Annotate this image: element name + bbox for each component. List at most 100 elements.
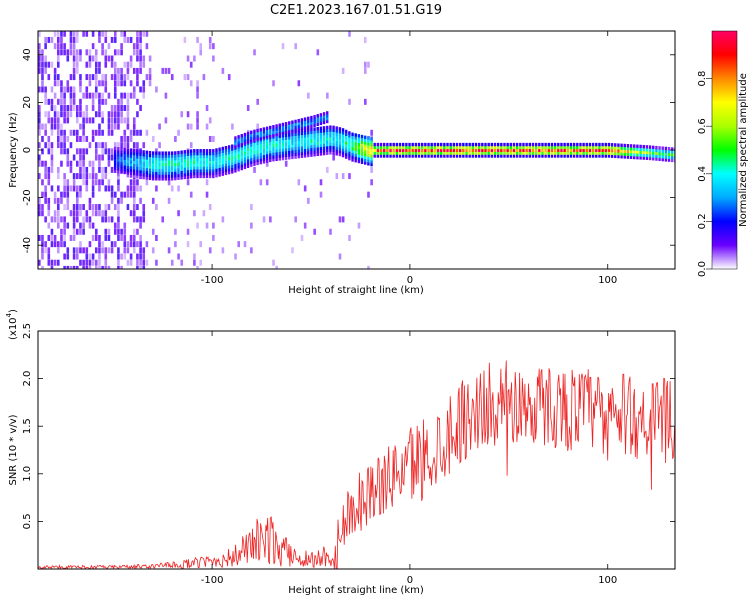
spectrogram-noise-cell — [82, 216, 85, 223]
spectrogram-noise-cell — [63, 216, 66, 223]
spectrogram-ridge-cell — [376, 148, 380, 152]
spectrogram-noise-cell — [60, 105, 63, 112]
spectrogram-ridge-cell — [563, 154, 566, 158]
spectrogram-ridge-cell — [664, 155, 668, 159]
spectrogram-noise-cell — [145, 74, 149, 81]
spectrogram-ridge-cell — [120, 158, 123, 163]
spectrogram-ridge-cell — [607, 145, 611, 150]
spectrogram-ridge-cell — [335, 152, 338, 156]
spectrogram-ridge-cell — [291, 141, 294, 145]
spectrogram-noise-cell — [120, 31, 123, 37]
spectrogram-ridge-cell — [218, 173, 221, 177]
spectrogram-ridge-cell — [534, 151, 538, 155]
spectrogram-ridge-cell — [269, 155, 272, 160]
spectrogram-ridge-cell — [262, 143, 266, 147]
spectrogram-ridge-cell — [395, 151, 399, 155]
spectrogram-ridge-cell — [281, 156, 285, 161]
spectrogram-ridge-cell — [202, 171, 205, 176]
spectrogram-ridge-cell — [170, 162, 174, 167]
spectrogram-ridge-cell — [300, 151, 304, 156]
spectrogram-ridge-cell — [193, 151, 196, 156]
spectrogram-noise-cell — [110, 191, 114, 198]
spectrogram-ridge-cell — [281, 151, 285, 155]
spectrogram-ridge-cell — [189, 172, 193, 176]
spectrogram-ridge-cell — [193, 166, 196, 170]
spectrogram-ridge-cell — [335, 146, 338, 150]
spectrogram-noise-cell — [98, 179, 101, 186]
spectrogram-noise-cell — [60, 148, 63, 155]
spectrogram-ridge-cell — [620, 143, 623, 148]
spectrogram-ridge-cell — [639, 156, 642, 160]
spectrogram-ridge-cell — [294, 135, 297, 139]
spectrogram-ridge-cell — [652, 157, 655, 161]
spectrogram-ridge-cell — [234, 169, 237, 173]
spectrogram-noise-cell — [364, 98, 367, 105]
spectrogram-ridge-cell — [452, 142, 456, 147]
spectrogram-noise-cell — [91, 74, 95, 81]
spectrogram-ridge-cell — [237, 150, 240, 155]
spectrogram-noise-cell — [319, 191, 323, 198]
spectrogram-ridge-cell — [174, 176, 177, 181]
spectrogram-ridge-cell — [326, 145, 329, 150]
spectrogram-noise-cell — [145, 43, 149, 50]
spectrogram-ridge-cell — [234, 149, 237, 153]
spectrogram-noise-cell — [72, 265, 76, 269]
spectrogram-noise-cell — [66, 49, 70, 56]
spectrogram-ridge-cell — [284, 133, 288, 138]
spectrogram-noise-cell — [164, 117, 168, 124]
spectrogram-ridge-cell — [300, 148, 304, 153]
spectrogram-noise-cell — [98, 142, 101, 149]
spectrogram-noise-cell — [60, 31, 63, 37]
spectrogram-noise-cell — [367, 61, 370, 68]
spectrogram-branch-cell — [278, 132, 281, 136]
spectrogram-noise-cell — [69, 74, 73, 81]
spectrogram-ridge-cell — [117, 155, 120, 160]
spectrogram-ridge-cell — [126, 168, 130, 172]
spectrogram-ridge-cell — [364, 147, 367, 151]
spectrogram-ridge-cell — [269, 147, 272, 151]
spectrogram-noise-cell — [104, 228, 108, 235]
spectrogram-noise-cell — [79, 241, 82, 248]
spectrogram-ridge-cell — [329, 136, 332, 141]
spectrogram-noise-cell — [212, 234, 215, 241]
spectrogram-ridge-cell — [310, 150, 313, 154]
spectrogram-noise-cell — [66, 185, 70, 192]
spectrogram-noise-cell — [307, 92, 310, 99]
spectrogram-ridge-cell — [303, 137, 307, 141]
spectrogram-ridge-cell — [519, 145, 522, 150]
spectrogram-ridge-cell — [250, 151, 253, 156]
spectrogram-branch-cell — [246, 140, 250, 144]
spectrogram-ridge-cell — [234, 160, 237, 164]
spectrogram-ridge-cell — [132, 166, 136, 170]
spectrogram-noise-cell — [79, 204, 82, 211]
spectrogram-ridge-cell — [389, 148, 392, 152]
spectrogram-ridge-cell — [354, 159, 357, 163]
spectrogram-ridge-cell — [310, 136, 313, 140]
spectrogram-noise-cell — [50, 117, 54, 124]
spectrogram-noise-cell — [82, 265, 85, 269]
spectrogram-ridge-cell — [538, 151, 541, 155]
spectrogram-ridge-cell — [265, 159, 269, 163]
spectrogram-ridge-cell — [522, 151, 525, 155]
spectrogram-noise-cell — [155, 185, 158, 192]
spectrogram-noise-cell — [69, 160, 73, 167]
spectrogram-branch-cell — [256, 128, 259, 133]
spectrogram-ridge-cell — [262, 140, 266, 144]
spectrogram-noise-cell — [272, 80, 275, 87]
spectrogram-noise-cell — [161, 67, 165, 74]
spectrogram-noise-cell — [139, 31, 142, 37]
spectrogram-ridge-cell — [155, 151, 158, 155]
spectrogram-ridge-cell — [189, 157, 193, 162]
spectrogram-noise-cell — [250, 204, 253, 211]
spectrogram-ridge-cell — [658, 146, 661, 150]
spectrogram-noise-cell — [208, 43, 212, 50]
spectrogram-ridge-cell — [297, 146, 300, 150]
spectrogram-ridge-cell — [167, 165, 171, 170]
spectrogram-noise-cell — [47, 111, 51, 118]
spectrogram-ridge-cell — [392, 145, 395, 150]
spectrogram-ridge-cell — [189, 163, 193, 168]
spectrogram-ridge-cell — [357, 154, 361, 158]
spectrogram-ridge-cell — [531, 145, 535, 150]
spectrogram-noise-cell — [110, 117, 114, 124]
spectrogram-ridge-cell — [655, 154, 658, 158]
